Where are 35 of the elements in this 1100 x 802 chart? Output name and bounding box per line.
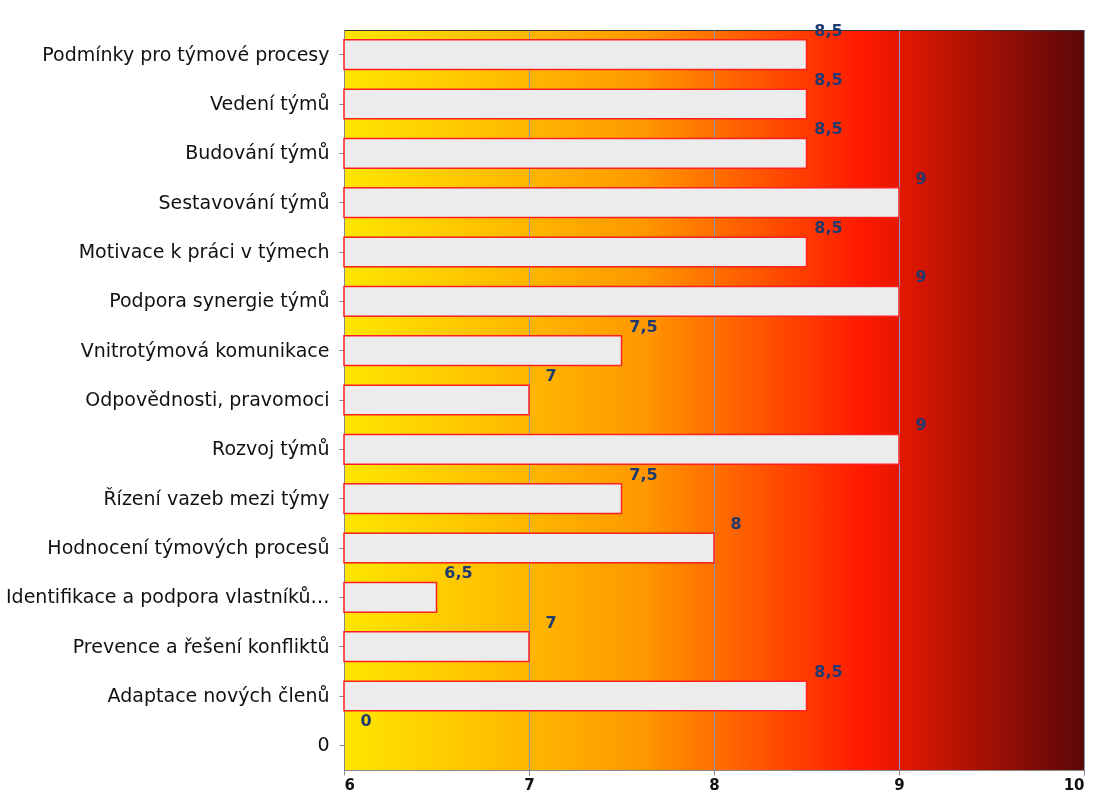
y-tick-label: Rozvoj týmů (212, 437, 330, 460)
data-label: 6,5 (444, 563, 473, 583)
data-label: 9 (915, 415, 927, 435)
data-label: 8,5 (814, 70, 843, 89)
y-tick-label: Identifikace a podpora vlastníků… (6, 585, 330, 608)
data-label: 9 (915, 168, 927, 188)
data-label: 7,5 (629, 316, 658, 336)
data-label: 7 (545, 612, 557, 632)
data-label: 8,5 (814, 20, 843, 40)
y-tick-label: Sestavování týmů (158, 190, 330, 213)
y-tick-label: Odpovědnosti, pravomoci (85, 388, 330, 410)
y-tick-label: Vnitrotýmová komunikace (80, 338, 330, 361)
y-tick-label: Prevence a řešení konfliktů (72, 634, 330, 657)
data-label: 7,5 (629, 464, 658, 484)
data-label: 8,5 (814, 662, 843, 681)
y-tick-label: 0 (317, 733, 330, 756)
data-label: 8 (730, 514, 742, 533)
y-tick-label: Adaptace nových členů (107, 684, 330, 706)
y-tick-label: Hodnocení týmových procesů (47, 536, 330, 558)
y-tick-label: Vedení týmů (209, 92, 330, 114)
y-tick-label: Podmínky pro týmové procesy (42, 42, 330, 65)
y-tick-label: Budování týmů (185, 141, 330, 164)
x-tick-label: 8 (709, 775, 720, 794)
data-label: 9 (915, 267, 927, 287)
data-label: 7 (545, 366, 557, 385)
x-tick-label: 10 (1063, 775, 1085, 794)
text: 0 (360, 711, 372, 731)
data-label: 8,5 (814, 119, 843, 139)
x-tick-label: 6 (344, 775, 355, 794)
y-tick-label: Motivace k práci v týmech (78, 240, 330, 262)
y-tick-label: Podpora synergie týmů (109, 289, 330, 312)
x-tick-label: 7 (524, 775, 535, 794)
x-tick-label: 9 (894, 775, 905, 794)
data-label: 8,5 (814, 218, 843, 237)
y-tick-label: Řízení vazeb mezi týmy (103, 486, 330, 509)
